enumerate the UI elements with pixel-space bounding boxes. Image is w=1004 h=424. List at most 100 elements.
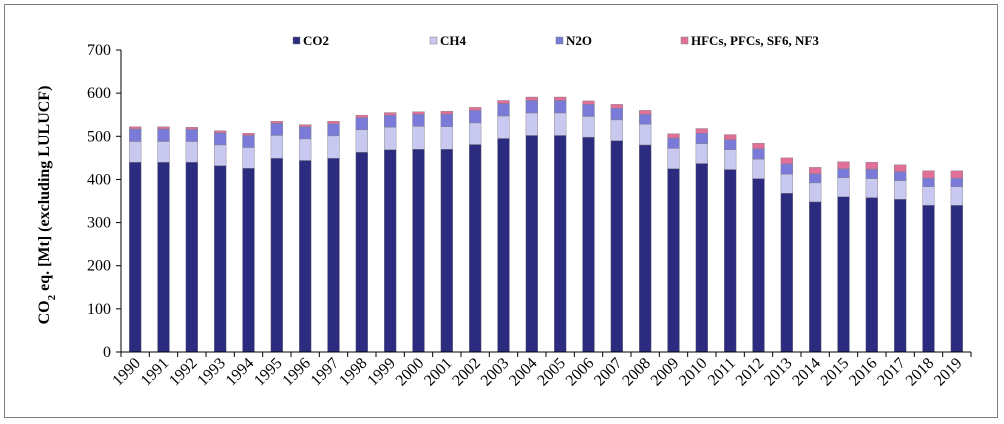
bar-segment-hfcs-pfcs-sf6-nf3-2005 — [554, 96, 567, 101]
bar-segment-ch4-2000 — [412, 126, 425, 150]
x-tick-label: 1990 — [109, 355, 144, 390]
bar-segment-co2-2019 — [950, 205, 963, 353]
bar-segment-ch4-2016 — [865, 178, 878, 198]
bar-segment-hfcs-pfcs-sf6-nf3-1997 — [327, 120, 340, 124]
bar-segment-co2-2001 — [440, 149, 453, 353]
bar-segment-n2o-2007 — [610, 108, 623, 121]
bar-segment-ch4-2008 — [639, 124, 652, 146]
bar-segment-n2o-2015 — [837, 168, 850, 178]
bar-segment-n2o-1990 — [129, 128, 142, 142]
bar-segment-n2o-2016 — [865, 168, 878, 179]
legend-label: CO2 — [303, 33, 329, 48]
x-tick-label: 1995 — [251, 355, 286, 390]
y-axis-label: CO2 eq. [Mt] (excluding LULUCF) — [36, 86, 58, 325]
bar-segment-hfcs-pfcs-sf6-nf3-2010 — [695, 128, 708, 134]
bar-segment-n2o-1997 — [327, 123, 340, 137]
bar-segment-ch4-2005 — [554, 112, 567, 136]
x-tick-label: 1999 — [364, 355, 399, 390]
bar-segment-ch4-2002 — [469, 122, 482, 145]
x-tick-label: 2009 — [648, 355, 683, 390]
bar-segment-ch4-2004 — [525, 112, 538, 136]
bar-segment-hfcs-pfcs-sf6-nf3-2012 — [752, 142, 765, 149]
bar-segment-co2-1999 — [384, 149, 397, 353]
x-tick-label: 2008 — [619, 355, 654, 390]
bar-segment-co2-2009 — [667, 168, 680, 353]
y-tick-label: 500 — [87, 128, 111, 145]
bar-segment-ch4-2010 — [695, 143, 708, 164]
bar-segment-n2o-2009 — [667, 137, 680, 149]
bar-segment-hfcs-pfcs-sf6-nf3-1996 — [299, 124, 312, 127]
bar-segment-hfcs-pfcs-sf6-nf3-1990 — [129, 126, 142, 130]
bar-segment-n2o-1994 — [242, 135, 255, 148]
bar-segment-ch4-2015 — [837, 177, 850, 197]
bar-segment-ch4-1999 — [384, 127, 397, 150]
bar-segment-hfcs-pfcs-sf6-nf3-2016 — [865, 161, 878, 170]
bar-segment-n2o-2003 — [497, 103, 510, 117]
bar-segment-co2-2006 — [582, 136, 595, 353]
bar-segment-hfcs-pfcs-sf6-nf3-2000 — [412, 111, 425, 115]
x-tick-label: 2017 — [874, 355, 909, 390]
bar-segment-ch4-2017 — [894, 180, 907, 200]
legend: CO2 CH4 N2O HFCs, PFCs, SF6, NF3 — [292, 33, 819, 48]
bar-segment-ch4-1997 — [327, 135, 340, 159]
legend-swatch — [680, 36, 689, 45]
bar-segment-ch4-2003 — [497, 115, 510, 139]
bar-segment-hfcs-pfcs-sf6-nf3-2013 — [780, 157, 793, 165]
bar-segment-n2o-1992 — [185, 129, 198, 142]
y-tick-label: 400 — [87, 171, 111, 188]
bar-segment-co2-2017 — [894, 199, 907, 353]
bar-segment-n2o-2019 — [950, 177, 963, 187]
y-tick-label: 100 — [87, 301, 111, 318]
bar-segment-ch4-1992 — [185, 141, 198, 163]
bar-segment-n2o-2011 — [724, 139, 737, 150]
x-tick-label: 2014 — [789, 355, 824, 390]
y-tick-label: 0 — [103, 344, 111, 361]
bar-segment-n2o-2004 — [525, 100, 538, 114]
bar-segment-hfcs-pfcs-sf6-nf3-2011 — [724, 134, 737, 140]
bar-segment-ch4-2018 — [922, 186, 935, 206]
bar-segment-co2-2014 — [809, 201, 822, 353]
x-tick-label: 2005 — [534, 355, 569, 390]
bar-segment-co2-2008 — [639, 144, 652, 353]
bar-segment-ch4-1993 — [214, 144, 227, 166]
x-tick-label: 1997 — [308, 355, 343, 390]
bar-segment-co2-2000 — [412, 149, 425, 353]
bar-segment-hfcs-pfcs-sf6-nf3-1992 — [185, 127, 198, 130]
legend-label: N2O — [566, 33, 592, 48]
bar-segment-ch4-2013 — [780, 174, 793, 194]
bar-segment-ch4-2001 — [440, 126, 453, 150]
x-tick-label: 2016 — [846, 355, 881, 390]
bar-segment-hfcs-pfcs-sf6-nf3-2003 — [497, 100, 510, 104]
legend-item: CH4 — [429, 33, 467, 48]
x-tick-label: 2007 — [591, 355, 626, 390]
legend-label: CH4 — [440, 33, 467, 48]
bar-segment-hfcs-pfcs-sf6-nf3-2019 — [950, 170, 963, 179]
bar-segment-ch4-1996 — [299, 138, 312, 161]
bar-segment-co2-2013 — [780, 193, 793, 353]
bar-segment-hfcs-pfcs-sf6-nf3-1994 — [242, 133, 255, 136]
x-tick-label: 1993 — [194, 355, 229, 390]
bar-segment-co2-1997 — [327, 158, 340, 353]
bar-segment-hfcs-pfcs-sf6-nf3-2004 — [525, 96, 538, 101]
bar-segment-ch4-2019 — [950, 186, 963, 206]
x-axis: 1990199119921993199419951996199719981999… — [109, 351, 972, 390]
bar-segment-hfcs-pfcs-sf6-nf3-1993 — [214, 130, 227, 134]
bar-segment-ch4-1995 — [270, 135, 283, 159]
bar-segment-hfcs-pfcs-sf6-nf3-2018 — [922, 170, 935, 179]
bar-segment-ch4-1991 — [157, 141, 170, 163]
bar-segment-hfcs-pfcs-sf6-nf3-2008 — [639, 110, 652, 115]
bar-segment-co2-1992 — [185, 161, 198, 353]
bar-segment-n2o-2008 — [639, 114, 652, 125]
y-tick-label: 300 — [87, 215, 111, 232]
bar-segment-ch4-2007 — [610, 119, 623, 141]
legend-swatch — [555, 36, 564, 45]
y-tick-label: 600 — [87, 85, 111, 102]
bar-segment-n2o-2001 — [440, 114, 453, 127]
bar-segment-co2-2018 — [922, 205, 935, 353]
bar-segment-hfcs-pfcs-sf6-nf3-1991 — [157, 126, 170, 130]
bar-segment-co2-1991 — [157, 161, 170, 353]
legend-label: HFCs, PFCs, SF6, NF3 — [691, 33, 819, 48]
y-tick-label: 200 — [87, 258, 111, 275]
bar-segment-co2-2007 — [610, 140, 623, 353]
bar-segment-hfcs-pfcs-sf6-nf3-2015 — [837, 161, 850, 169]
